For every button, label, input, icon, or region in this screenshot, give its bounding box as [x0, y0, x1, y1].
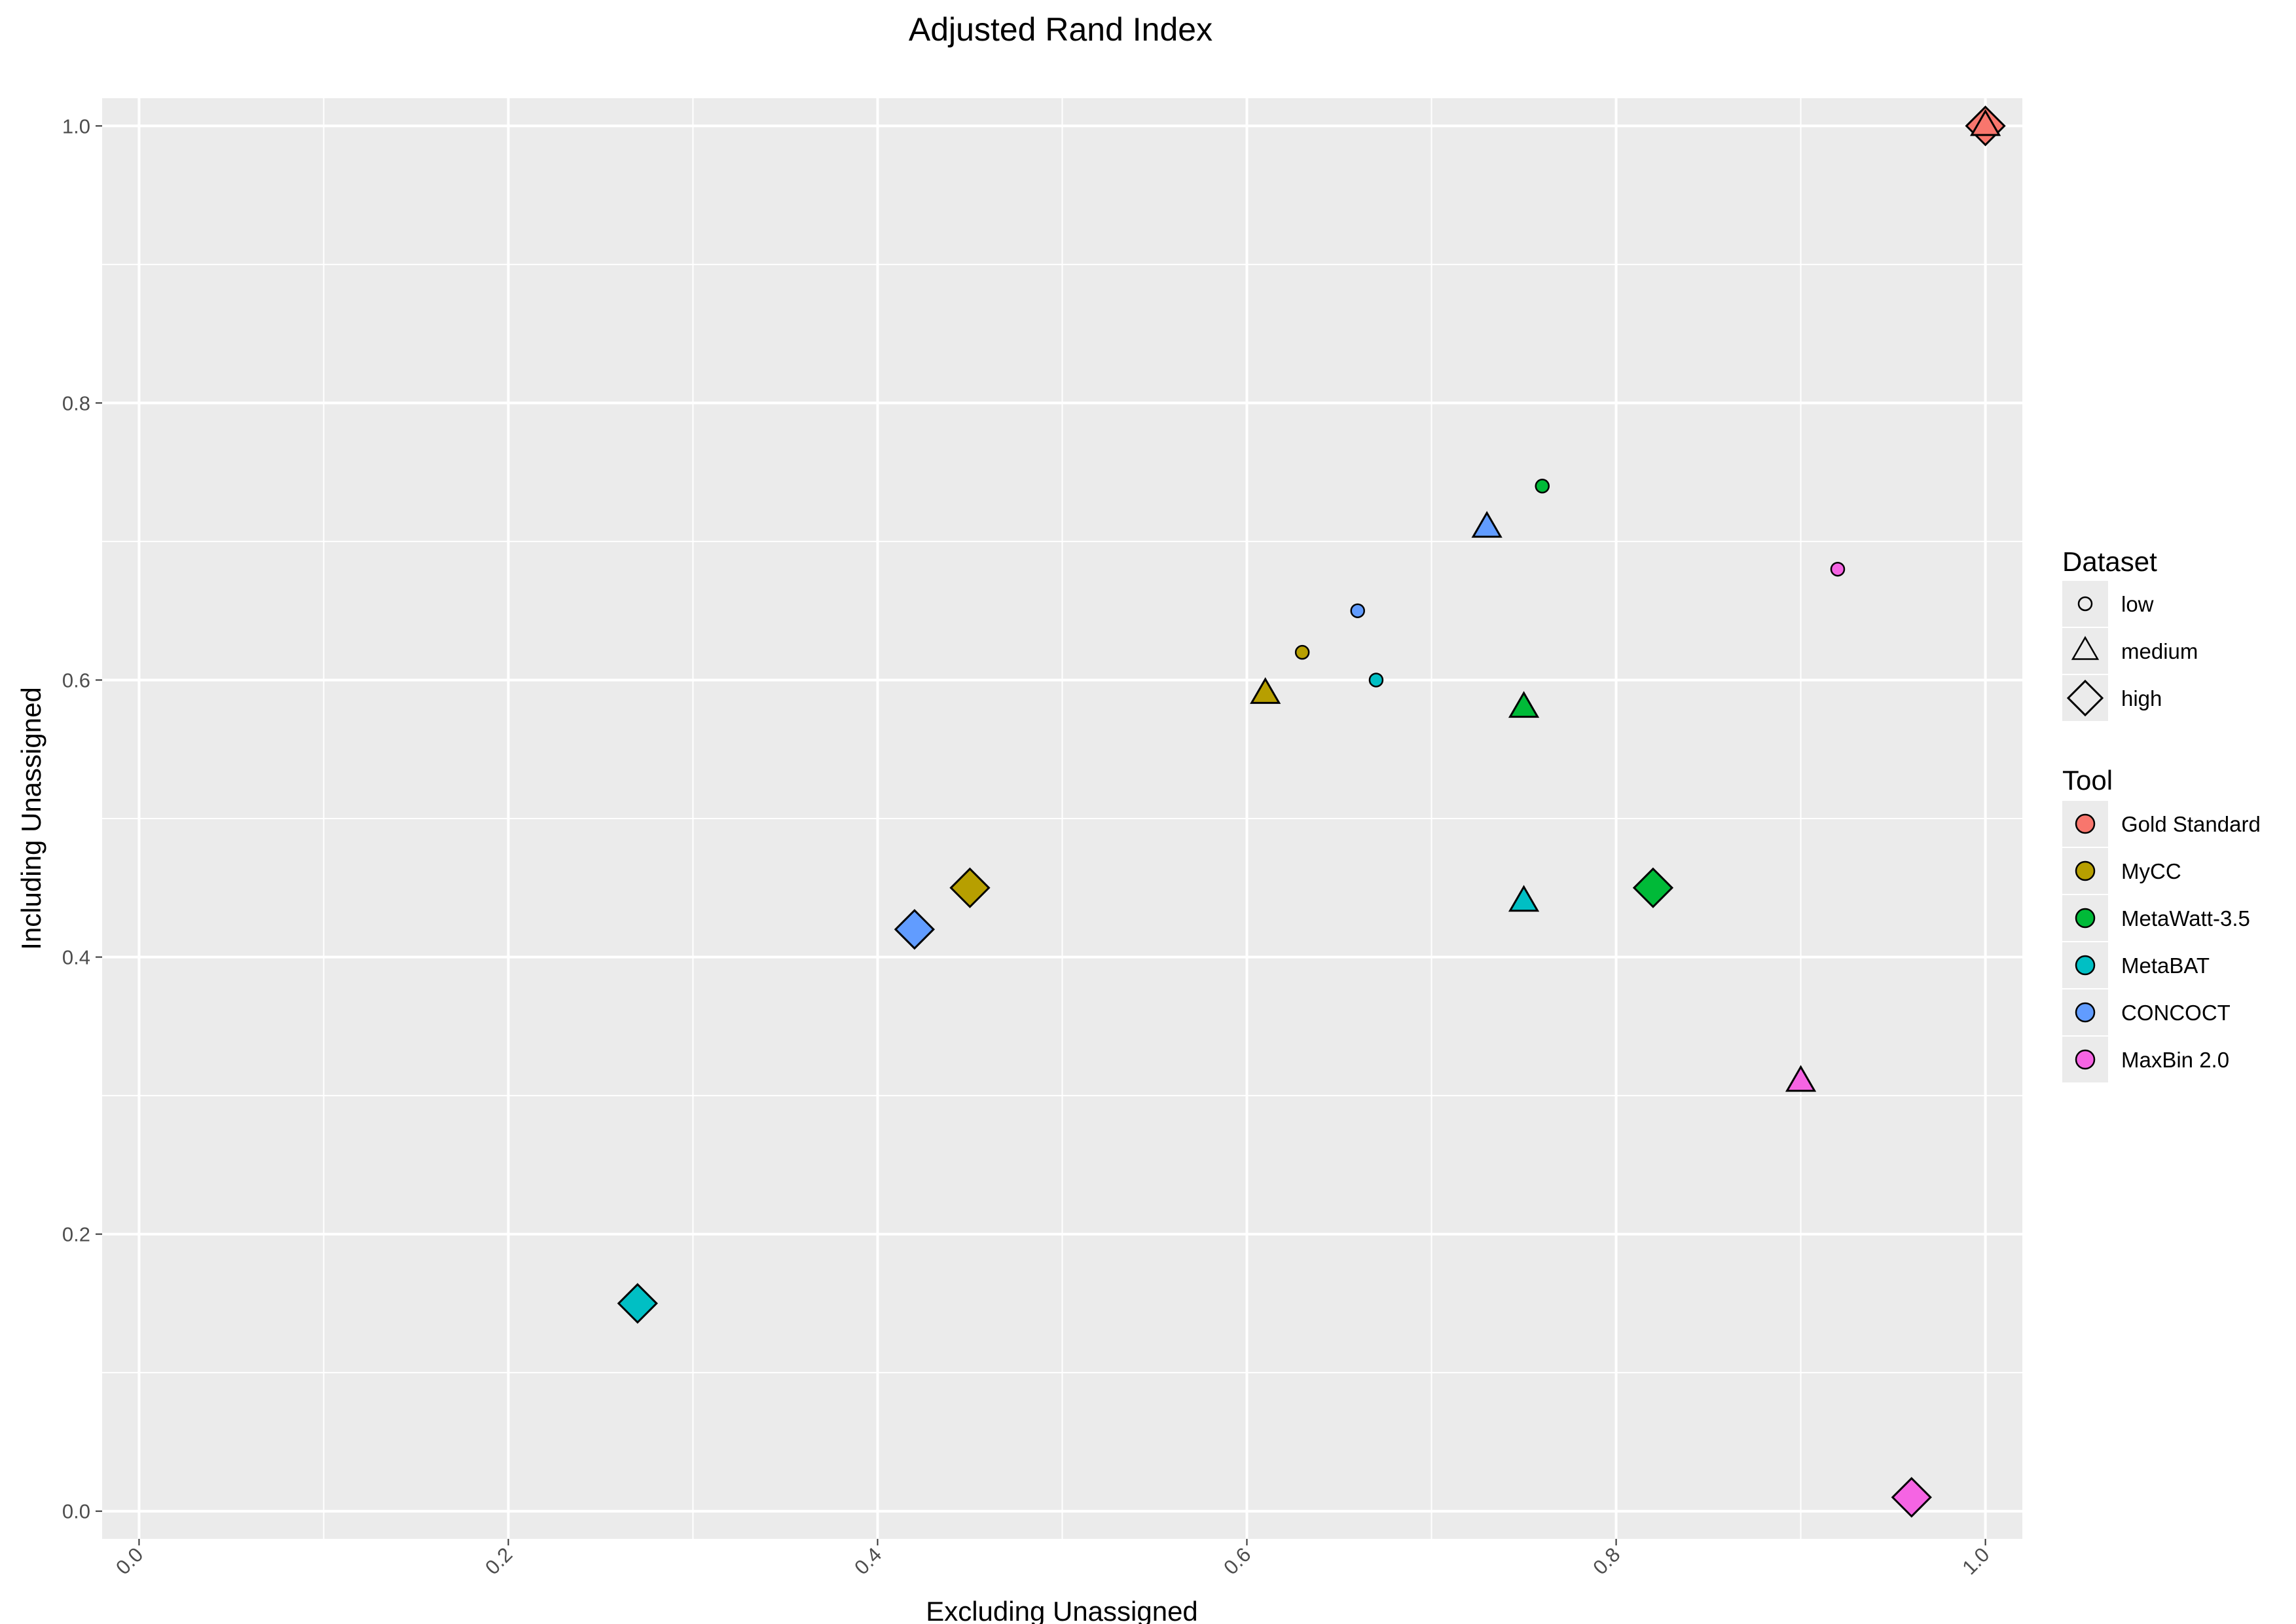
- data-point: [1508, 691, 1540, 718]
- x-tick-label: 1.0: [1958, 1543, 1994, 1579]
- y-tick-label: 1.0: [62, 115, 90, 138]
- data-point: [894, 909, 936, 950]
- y-tick-label: 0.2: [62, 1223, 90, 1246]
- legend-swatch: [2075, 860, 2096, 881]
- x-tick-label: 0.0: [111, 1543, 147, 1579]
- data-point: [1250, 677, 1281, 704]
- legend-item-label: MetaBAT: [2121, 953, 2210, 978]
- x-axis-ticks: 0.0 0.2 0.4 0.6 0.8 1.0: [111, 1539, 1994, 1579]
- y-tick-label: 0.6: [62, 669, 90, 692]
- y-axis-ticks: 0.0 0.2 0.4 0.6 0.8 1.0: [62, 115, 102, 1523]
- legend-dataset-title: Dataset: [2062, 546, 2157, 577]
- legend-key: [2062, 628, 2108, 674]
- data-point: [617, 1283, 658, 1324]
- data-point: [1535, 479, 1550, 494]
- data-point: [1368, 673, 1384, 688]
- x-tick-label: 0.6: [1219, 1543, 1255, 1579]
- legend-swatch: [2075, 813, 2096, 834]
- y-tick-label: 0.8: [62, 392, 90, 415]
- data-point: [1471, 511, 1503, 538]
- data-point: [1350, 603, 1365, 618]
- legend-key: [2062, 675, 2108, 721]
- legend-item-label: MyCC: [2121, 859, 2181, 883]
- legend-symbol: [2077, 596, 2093, 612]
- grid-lines: [102, 98, 2022, 1539]
- x-tick-label: 0.8: [1588, 1543, 1624, 1579]
- legend-tool: Tool Gold Standard MyCC MetaWatt-3.5 MetaBA…: [2062, 765, 2261, 1082]
- data-point: [1830, 561, 1846, 577]
- y-tick-label: 0.0: [62, 1500, 90, 1523]
- legend-swatch: [2075, 955, 2096, 976]
- data-point: [1508, 885, 1540, 912]
- legend-swatch: [2075, 908, 2096, 929]
- x-tick-label: 0.4: [850, 1543, 886, 1579]
- y-axis-title: Including Unassigned: [16, 687, 46, 950]
- x-axis-title: Excluding Unassigned: [926, 1596, 1198, 1624]
- chart-title: Adjusted Rand Index: [909, 11, 1212, 48]
- legend-symbol: [2071, 636, 2100, 660]
- legend-item-label: CONCOCT: [2121, 1001, 2231, 1025]
- legend-symbol: [2066, 679, 2104, 717]
- legend-item-label: medium: [2121, 639, 2198, 663]
- data-point: [949, 867, 991, 908]
- legend-swatch: [2075, 1049, 2096, 1070]
- data-points: [617, 105, 2006, 1518]
- legend-item-label: Gold Standard: [2121, 812, 2261, 836]
- legend-dataset: Dataset low medium high: [2062, 546, 2198, 721]
- data-point: [1891, 1477, 1932, 1518]
- x-tick-label: 0.2: [481, 1543, 517, 1579]
- legend-item-label: high: [2121, 686, 2162, 710]
- legend-tool-title: Tool: [2062, 765, 2113, 796]
- y-tick-label: 0.4: [62, 946, 90, 969]
- data-point: [1969, 109, 2001, 136]
- legend-item-label: MaxBin 2.0: [2121, 1048, 2229, 1072]
- data-point: [1632, 867, 1674, 908]
- legend-key: [2062, 581, 2108, 627]
- legend-swatch: [2075, 1002, 2096, 1023]
- data-point: [1294, 644, 1310, 660]
- legend-item-label: MetaWatt-3.5: [2121, 906, 2250, 931]
- legend-item-label: low: [2121, 592, 2154, 616]
- data-point: [1785, 1065, 1817, 1092]
